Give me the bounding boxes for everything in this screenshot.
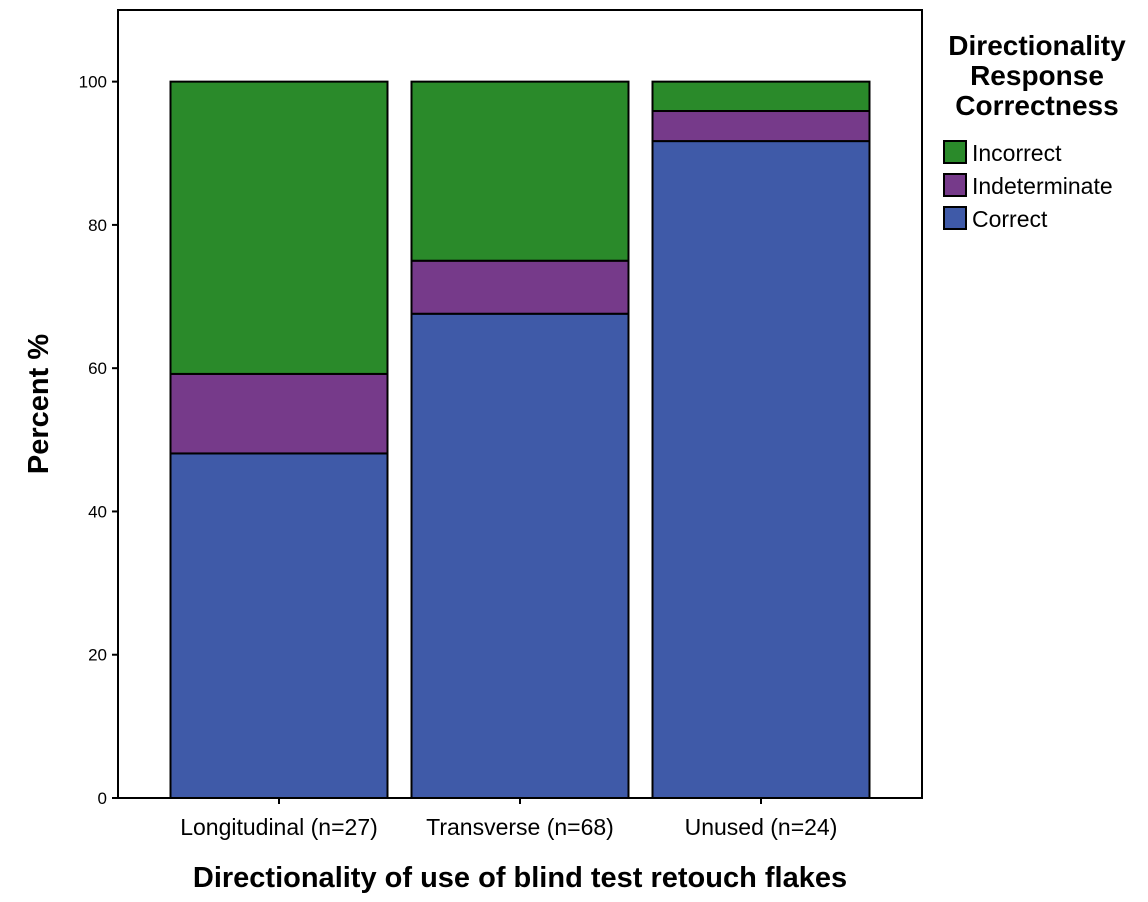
bar-longitudinal-incorrect [169, 80, 389, 375]
bar-unused-correct [651, 140, 871, 799]
y-tick-label: 0 [98, 789, 107, 808]
y-tick-label: 100 [79, 73, 107, 92]
y-tick-label: 20 [88, 646, 107, 665]
legend: Directionality Response Correctness Inco… [943, 30, 1126, 232]
y-tick-label: 40 [88, 502, 107, 521]
bar-unused-indeterminate [651, 110, 871, 143]
x-category-label-transverse: Transverse (n=68) [426, 814, 614, 840]
legend-title-line-3: Correctness [955, 90, 1118, 121]
legend-swatch-indeterminate [943, 173, 967, 197]
x-axis-category-labels: Longitudinal (n=27) Transverse (n=68) Unus… [180, 798, 837, 840]
x-axis-title: Directionality of use of blind test reto… [193, 862, 847, 894]
legend-swatch-correct [943, 206, 967, 230]
legend-title-line-2: Response [970, 60, 1104, 91]
y-tick-label: 80 [88, 216, 107, 235]
y-tick-label: 60 [88, 359, 107, 378]
y-axis-ticks: 0 20 40 60 80 100 [79, 73, 118, 808]
x-category-label-unused: Unused (n=24) [685, 814, 838, 840]
bars-group [169, 80, 871, 799]
legend-label-incorrect: Incorrect [972, 140, 1062, 166]
bar-longitudinal-indeterminate [169, 372, 389, 455]
bar-unused-incorrect [651, 80, 871, 113]
legend-label-indeterminate: Indeterminate [972, 173, 1113, 199]
legend-label-correct: Correct [972, 206, 1048, 232]
x-category-label-longitudinal: Longitudinal (n=27) [180, 814, 378, 840]
bar-longitudinal-correct [169, 452, 389, 799]
legend-title-line-1: Directionality [948, 30, 1126, 61]
legend-items: Incorrect Indeterminate Correct [943, 140, 1113, 232]
legend-swatch-incorrect [943, 140, 967, 164]
bar-transverse-correct [410, 312, 630, 799]
y-axis-title: Percent % [23, 334, 55, 474]
bar-transverse-incorrect [410, 80, 630, 262]
bar-transverse-indeterminate [410, 259, 630, 315]
